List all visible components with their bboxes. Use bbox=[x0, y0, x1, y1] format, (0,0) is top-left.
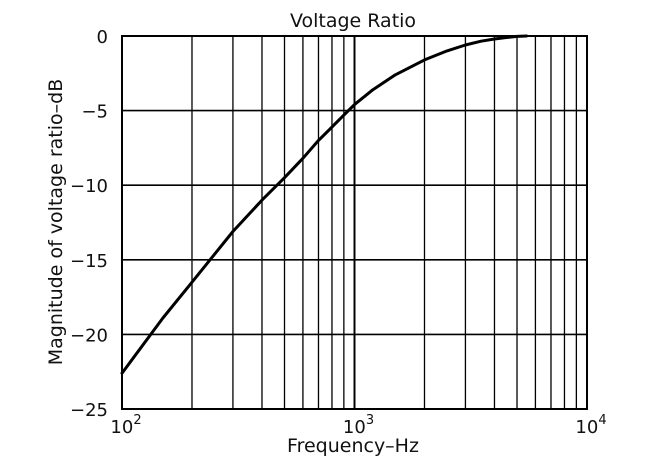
x-tick-label: 102 bbox=[110, 413, 141, 438]
chart-title: Voltage Ratio bbox=[290, 10, 416, 32]
x-tick-label: 103 bbox=[343, 413, 374, 438]
y-tick-labels: 0 −5 −10 −15 −20 −25 bbox=[70, 27, 108, 421]
x-tick-base: 10 bbox=[110, 417, 133, 438]
series-line-voltage-ratio bbox=[120, 34, 529, 375]
x-tick-exponent: 3 bbox=[366, 413, 374, 428]
plot-frame bbox=[121, 35, 588, 410]
x-axis-label: Frequency–Hz bbox=[287, 435, 419, 457]
y-axis-label: Magnitude of voltage ratio–dB bbox=[45, 79, 67, 365]
x-tick-exponent: 4 bbox=[598, 413, 606, 428]
y-tick-label: −20 bbox=[70, 325, 108, 346]
y-tick-label: −15 bbox=[70, 251, 108, 272]
y-tick-label: 0 bbox=[97, 27, 108, 48]
y-tick-label: −5 bbox=[81, 102, 108, 123]
x-tick-exponent: 2 bbox=[133, 413, 141, 428]
x-tick-base: 10 bbox=[575, 417, 598, 438]
x-tick-base: 10 bbox=[343, 417, 366, 438]
x-tick-label: 104 bbox=[575, 413, 606, 438]
x-tick-labels: 102 103 104 bbox=[110, 413, 606, 438]
y-tick-label: −25 bbox=[70, 400, 108, 421]
y-tick-label: −10 bbox=[70, 176, 108, 197]
grid-lines bbox=[121, 35, 588, 410]
